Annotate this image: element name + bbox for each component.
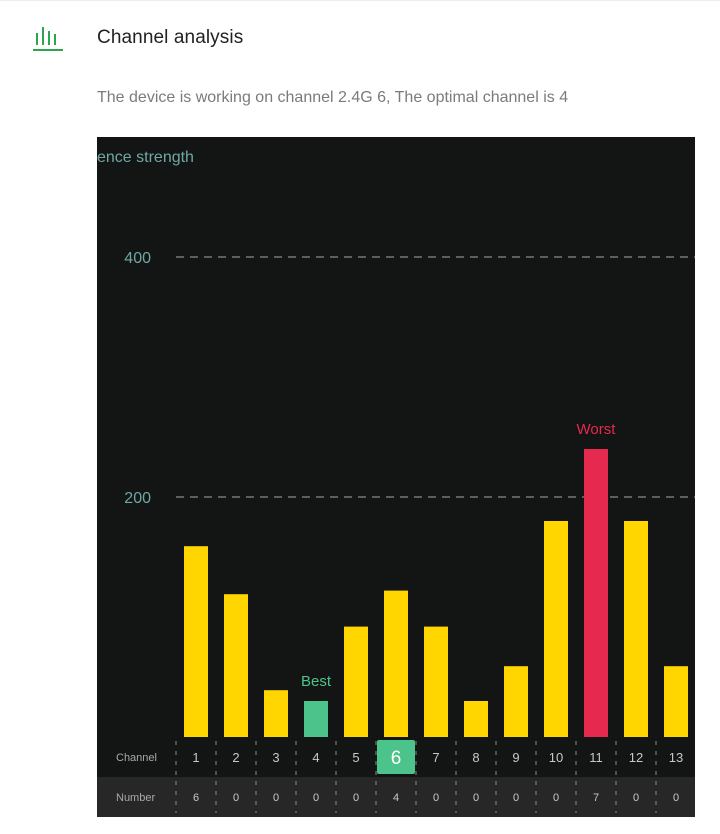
channel-tick-label[interactable]: 5 [352,750,359,765]
device-count-label: 0 [673,792,679,804]
number-row-label: Number [116,792,155,804]
bar-channel-5[interactable] [344,626,368,737]
channel-tick-label[interactable]: 2 [232,750,239,765]
bar-channel-2[interactable] [224,594,248,737]
channel-tick-label[interactable]: 8 [472,750,479,765]
worst-channel-label: Worst [577,421,617,438]
bar-channel-4[interactable] [304,701,328,737]
channel-tick-label[interactable]: 3 [272,750,279,765]
channel-tick-label[interactable]: 12 [629,750,643,765]
device-count-label: 0 [433,792,439,804]
bar-channel-7[interactable] [424,626,448,737]
device-count-label: 0 [633,792,639,804]
channel-tick-label[interactable]: 9 [512,750,519,765]
device-count-label: 0 [353,792,359,804]
device-count-label: 4 [393,792,399,804]
channel-tick-label[interactable]: 4 [312,750,319,765]
bar-channel-1[interactable] [184,546,208,737]
bar-channel-12[interactable] [624,521,648,737]
device-count-label: 7 [593,792,599,804]
channel-status-text: The device is working on channel 2.4G 6,… [97,89,569,106]
bar-channel-6[interactable] [384,590,408,737]
channel-tick-label[interactable]: 11 [589,750,603,765]
channel-tick-label[interactable]: 7 [432,750,439,765]
bar-channel-9[interactable] [504,666,528,737]
channel-tick-label[interactable]: 13 [669,750,683,765]
y-tick-label: 400 [124,250,151,267]
device-count-label: 0 [313,792,319,804]
channel-bar-chart: ence strength200400ChannelNumber162030Be… [97,149,695,817]
bar-chart-icon [33,27,63,51]
y-tick-label: 200 [124,490,151,507]
channel-tick-label[interactable]: 6 [391,748,402,769]
top-divider [0,0,720,1]
device-count-label: 0 [553,792,559,804]
device-count-label: 0 [473,792,479,804]
channel-tick-label[interactable]: 10 [549,750,563,765]
number-row-bg [97,777,695,817]
page-title: Channel analysis [97,27,244,48]
bar-channel-11[interactable] [584,449,608,737]
device-count-label: 6 [193,792,199,804]
bar-channel-8[interactable] [464,701,488,737]
y-axis-title: ence strength [97,149,194,166]
bar-channel-13[interactable] [664,666,688,737]
current-channel-highlight [377,740,415,774]
channel-chart: ence strength 200 400 Channel Number 1 6 2 0 3 0 Be… [97,137,695,817]
bar-channel-10[interactable] [544,521,568,737]
device-count-label: 0 [513,792,519,804]
bar-channel-3[interactable] [264,690,288,737]
channel-row-label: Channel [116,752,157,764]
channel-tick-label[interactable]: 1 [192,750,199,765]
device-count-label: 0 [273,792,279,804]
device-count-label: 0 [233,792,239,804]
best-channel-label: Best [301,673,332,690]
